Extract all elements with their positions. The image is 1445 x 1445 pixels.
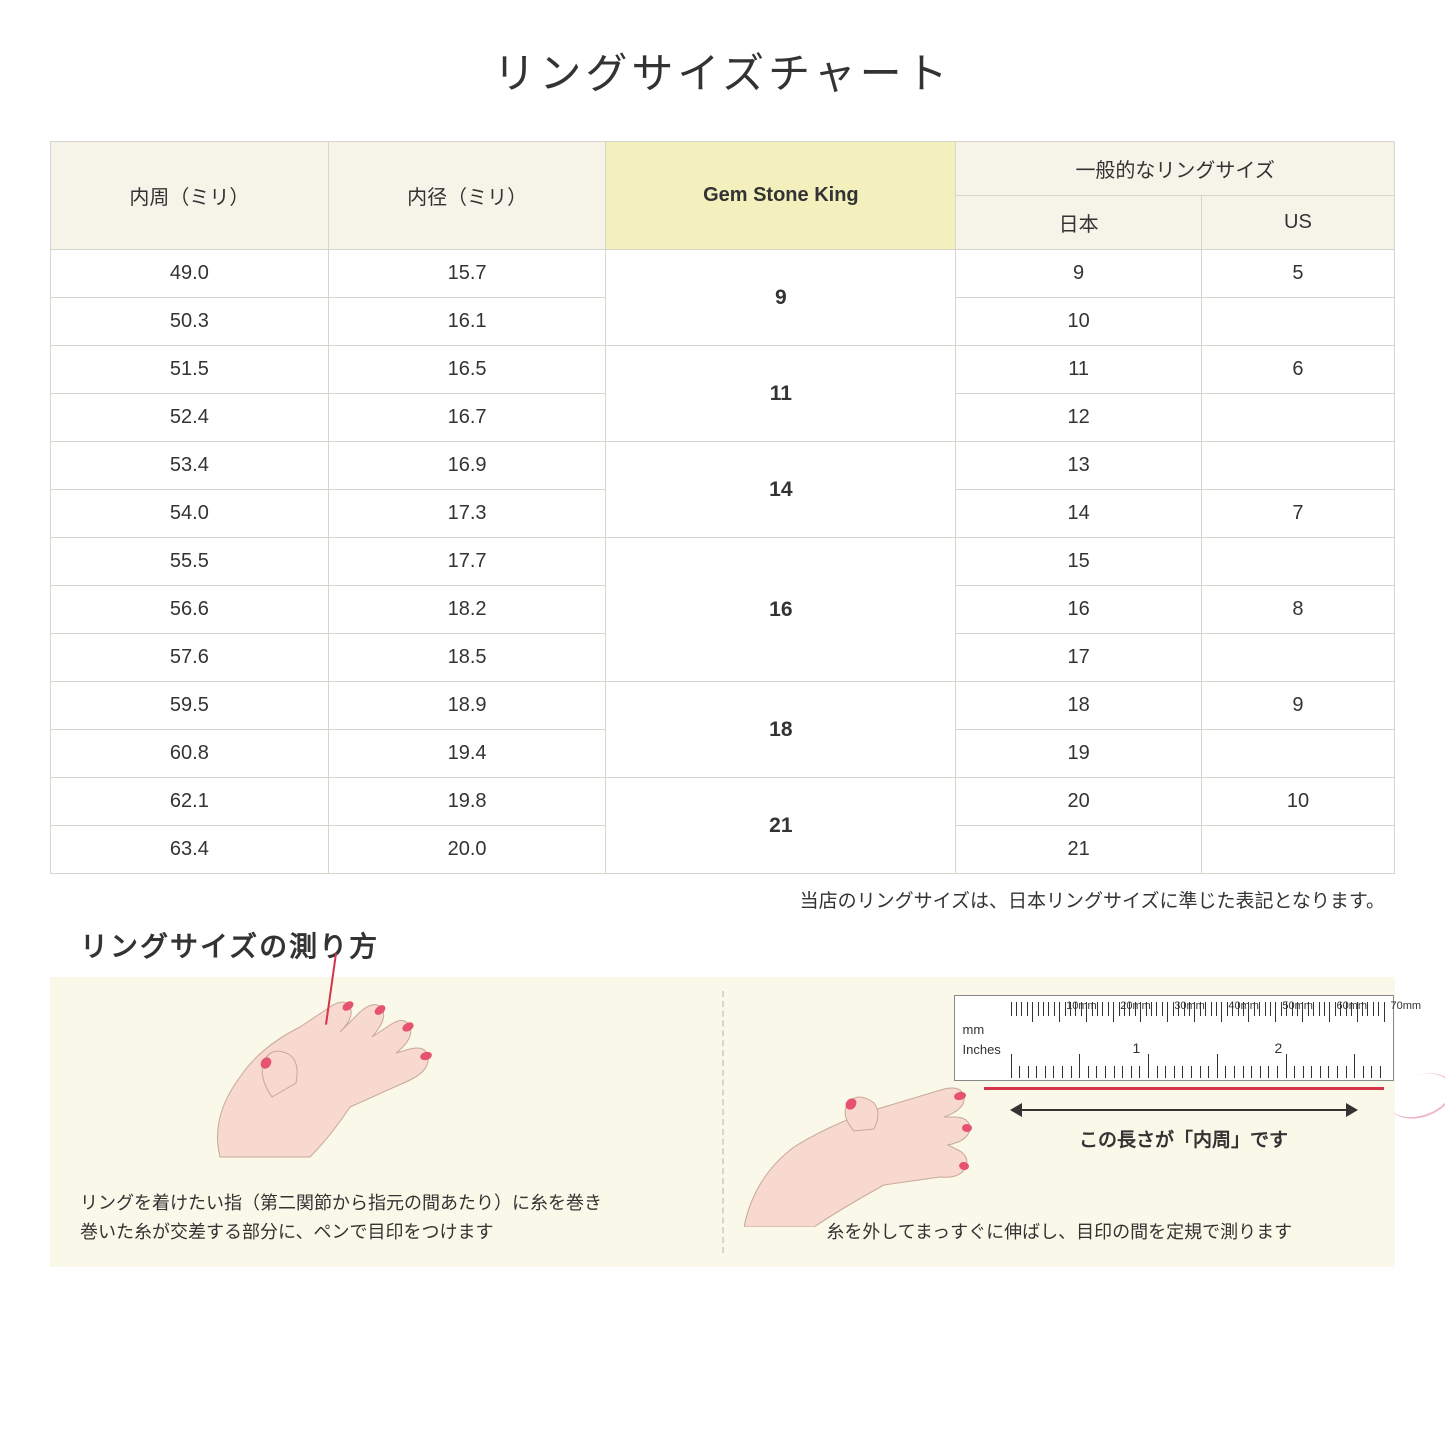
- table-row: 55.517.71615: [51, 538, 1395, 586]
- cell-diameter: 16.7: [328, 394, 606, 442]
- cell-circumference: 56.6: [51, 586, 329, 634]
- cell-japan: 19: [956, 730, 1202, 778]
- th-us: US: [1201, 196, 1394, 250]
- cell-circumference: 50.3: [51, 298, 329, 346]
- cell-us: 10: [1201, 778, 1394, 826]
- cell-circumference: 59.5: [51, 682, 329, 730]
- ruler-illustration: mm Inches 1 2: [954, 995, 1394, 1081]
- cell-japan: 21: [956, 826, 1202, 874]
- ruler-mm-label: mm: [963, 1022, 985, 1037]
- cell-gsk: 16: [606, 538, 956, 682]
- cell-circumference: 57.6: [51, 634, 329, 682]
- cell-circumference: 62.1: [51, 778, 329, 826]
- cell-diameter: 18.5: [328, 634, 606, 682]
- cell-japan: 15: [956, 538, 1202, 586]
- ruler-inch-2: 2: [1275, 1040, 1283, 1056]
- cell-us: 5: [1201, 250, 1394, 298]
- cell-diameter: 18.9: [328, 682, 606, 730]
- cell-japan: 10: [956, 298, 1202, 346]
- th-diameter: 内径（ミリ）: [328, 142, 606, 250]
- cell-us: 9: [1201, 682, 1394, 730]
- cell-us: 8: [1201, 586, 1394, 634]
- hand-illustration-right: [744, 1067, 974, 1227]
- thread-measured: [984, 1087, 1384, 1090]
- cell-circumference: 54.0: [51, 490, 329, 538]
- cell-diameter: 19.4: [328, 730, 606, 778]
- cell-circumference: 52.4: [51, 394, 329, 442]
- cell-circumference: 49.0: [51, 250, 329, 298]
- cell-japan: 17: [956, 634, 1202, 682]
- cell-us: [1201, 442, 1394, 490]
- th-japan: 日本: [956, 196, 1202, 250]
- ruler-inches-label: Inches: [963, 1042, 1001, 1057]
- size-chart-table: 内周（ミリ） 内径（ミリ） Gem Stone King 一般的なリングサイズ …: [50, 141, 1395, 874]
- cell-japan: 9: [956, 250, 1202, 298]
- page-title: リングサイズチャート: [50, 40, 1395, 101]
- cell-gsk: 9: [606, 250, 956, 346]
- cell-us: [1201, 634, 1394, 682]
- howto-step-2: mm Inches 1 2 この長さが「内周」です: [724, 977, 1396, 1267]
- cell-japan: 18: [956, 682, 1202, 730]
- cell-us: [1201, 730, 1394, 778]
- th-gsk: Gem Stone King: [606, 142, 956, 250]
- cell-japan: 11: [956, 346, 1202, 394]
- cell-circumference: 63.4: [51, 826, 329, 874]
- table-note: 当店のリングサイズは、日本リングサイズに準じた表記となります。: [50, 886, 1395, 913]
- cell-japan: 12: [956, 394, 1202, 442]
- cell-japan: 13: [956, 442, 1202, 490]
- howto-caption-1b: 巻いた糸が交差する部分に、ペンで目印をつけます: [80, 1218, 692, 1247]
- cell-us: [1201, 298, 1394, 346]
- table-row: 49.015.7995: [51, 250, 1395, 298]
- cell-gsk: 11: [606, 346, 956, 442]
- cell-diameter: 16.1: [328, 298, 606, 346]
- cell-us: [1201, 538, 1394, 586]
- cell-us: [1201, 394, 1394, 442]
- cell-gsk: 21: [606, 778, 956, 874]
- cell-japan: 16: [956, 586, 1202, 634]
- cell-gsk: 18: [606, 682, 956, 778]
- table-row: 53.416.91413: [51, 442, 1395, 490]
- cell-circumference: 55.5: [51, 538, 329, 586]
- cell-diameter: 17.7: [328, 538, 606, 586]
- cell-diameter: 19.8: [328, 778, 606, 826]
- cell-us: [1201, 826, 1394, 874]
- table-row: 51.516.511116: [51, 346, 1395, 394]
- arrow-label: この長さが「内周」です: [1012, 1125, 1356, 1152]
- ruler-inch-1: 1: [1133, 1040, 1141, 1056]
- howto-step-1: リングを着けたい指（第二関節から指元の間あたり）に糸を巻き 巻いた糸が交差する部…: [50, 977, 722, 1267]
- cell-us: 6: [1201, 346, 1394, 394]
- measurement-arrow: [1012, 1099, 1356, 1123]
- cell-circumference: 60.8: [51, 730, 329, 778]
- howto-panel: リングを着けたい指（第二関節から指元の間あたり）に糸を巻き 巻いた糸が交差する部…: [50, 977, 1395, 1267]
- cell-diameter: 17.3: [328, 490, 606, 538]
- cell-circumference: 53.4: [51, 442, 329, 490]
- cell-circumference: 51.5: [51, 346, 329, 394]
- howto-caption-1a: リングを着けたい指（第二関節から指元の間あたり）に糸を巻き: [80, 1189, 692, 1218]
- th-circumference: 内周（ミリ）: [51, 142, 329, 250]
- table-row: 59.518.918189: [51, 682, 1395, 730]
- cell-diameter: 20.0: [328, 826, 606, 874]
- cell-us: 7: [1201, 490, 1394, 538]
- table-row: 62.119.8212010: [51, 778, 1395, 826]
- th-general-group: 一般的なリングサイズ: [956, 142, 1395, 196]
- cell-gsk: 14: [606, 442, 956, 538]
- cell-diameter: 16.9: [328, 442, 606, 490]
- cell-diameter: 16.5: [328, 346, 606, 394]
- cell-japan: 20: [956, 778, 1202, 826]
- cell-diameter: 15.7: [328, 250, 606, 298]
- cell-diameter: 18.2: [328, 586, 606, 634]
- cell-japan: 14: [956, 490, 1202, 538]
